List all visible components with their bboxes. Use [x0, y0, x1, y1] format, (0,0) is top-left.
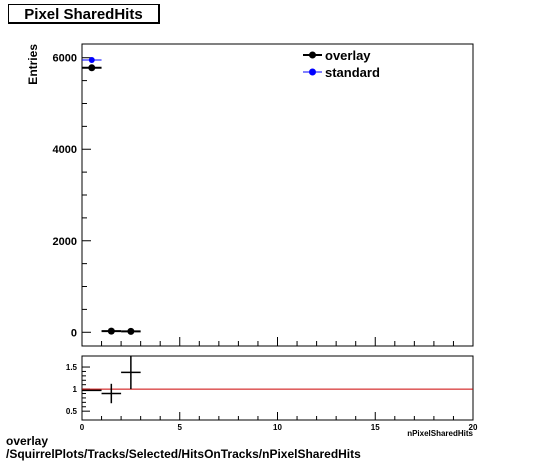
data-point-overlay: [88, 64, 96, 72]
y-axis-label: Entries: [26, 44, 40, 85]
main-plot-frame: [81, 43, 474, 347]
y-tick-label: 4000: [53, 144, 77, 156]
y-tick-label: 0: [71, 327, 77, 339]
legend-marker-standard: [309, 68, 316, 76]
caption-line-1: overlay: [6, 434, 49, 448]
ratio-y-tick-label: 0.5: [66, 407, 78, 416]
data-point-overlay: [127, 327, 135, 335]
ratio-y-tick-label: 1.5: [66, 363, 78, 372]
x-tick-label: 20: [469, 423, 478, 432]
legend-label-overlay: overlay: [325, 48, 371, 63]
caption-path: /SquirrelPlots/Tracks/Selected/HitsOnTra…: [6, 447, 361, 461]
data-point-standard: [88, 57, 95, 64]
legend-label-standard: standard: [325, 65, 380, 80]
x-axis-label: nPixelSharedHits: [407, 429, 473, 438]
y-tick-label: 2000: [53, 236, 77, 248]
legend-marker-overlay: [309, 51, 316, 59]
chart-title: Pixel SharedHits: [8, 4, 160, 24]
x-tick-label: 10: [273, 423, 282, 432]
y-tick-label: 6000: [53, 53, 77, 65]
x-tick-label: 5: [178, 423, 183, 432]
x-tick-label: 0: [80, 423, 85, 432]
ratio-y-tick-label: 1: [73, 385, 78, 394]
ratio-plot-frame: [81, 355, 474, 421]
x-tick-label: 15: [371, 423, 380, 432]
data-point-overlay: [107, 327, 115, 335]
